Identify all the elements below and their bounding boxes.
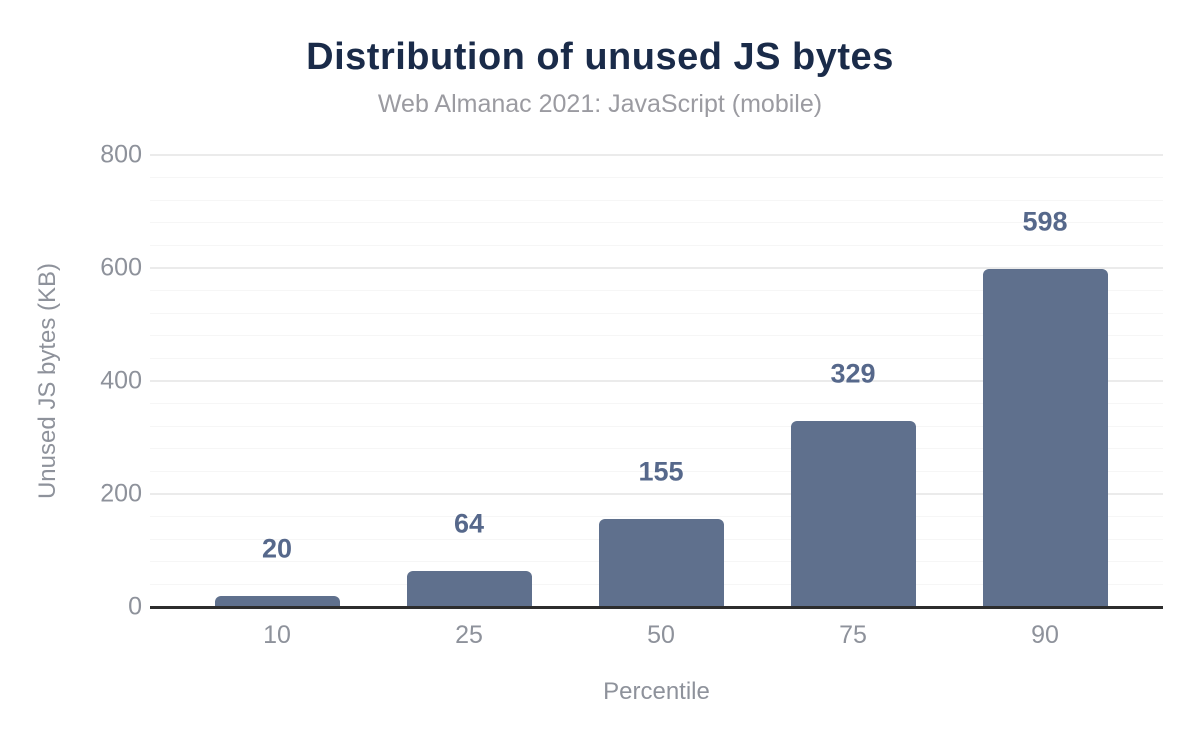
chart-subtitle: Web Almanac 2021: JavaScript (mobile): [377, 90, 823, 118]
bar-value-label: 598: [1022, 206, 1068, 237]
gridline-minor: [150, 222, 1163, 224]
y-tick-label: 800: [100, 140, 142, 169]
x-axis-line: [150, 605, 1163, 609]
gridline-minor: [150, 425, 1163, 427]
gridline-minor: [150, 177, 1163, 179]
bar-p75: [790, 421, 916, 607]
gridline-minor: [150, 470, 1163, 472]
x-axis-title: Percentile: [603, 678, 710, 705]
gridline-minor: [150, 199, 1163, 201]
gridline-major: [150, 267, 1163, 269]
y-tick-label: 400: [100, 366, 142, 395]
bar-p10: [214, 595, 340, 607]
y-tick-label: 200: [100, 479, 142, 508]
gridline-minor: [150, 448, 1163, 450]
x-tick-label: 25: [455, 621, 483, 649]
y-tick-label: 600: [100, 253, 142, 282]
chart-title: Distribution of unused JS bytes: [306, 36, 894, 78]
gridline-minor: [150, 403, 1163, 405]
gridline-major: [150, 154, 1163, 156]
gridline-minor: [150, 516, 1163, 518]
bar-value-label: 155: [638, 456, 684, 487]
gridline-minor: [150, 312, 1163, 314]
gridline-minor: [150, 290, 1163, 292]
bar-value-label: 20: [261, 533, 293, 564]
x-tick-label: 75: [839, 621, 867, 649]
bar-p25: [406, 570, 532, 607]
gridline-major: [150, 380, 1163, 382]
x-tick-label: 10: [263, 621, 291, 649]
bar-value-label: 64: [453, 508, 485, 539]
x-tick-label: 50: [647, 621, 675, 649]
gridline-major: [150, 493, 1163, 495]
x-tick-label: 90: [1031, 621, 1059, 649]
y-tick-label: 0: [128, 592, 142, 621]
gridline-minor: [150, 244, 1163, 246]
bar-p90: [982, 269, 1108, 607]
gridline-minor: [150, 357, 1163, 359]
gridline-minor: [150, 335, 1163, 337]
bar-value-label: 329: [830, 358, 876, 389]
bar-p50: [598, 519, 724, 607]
